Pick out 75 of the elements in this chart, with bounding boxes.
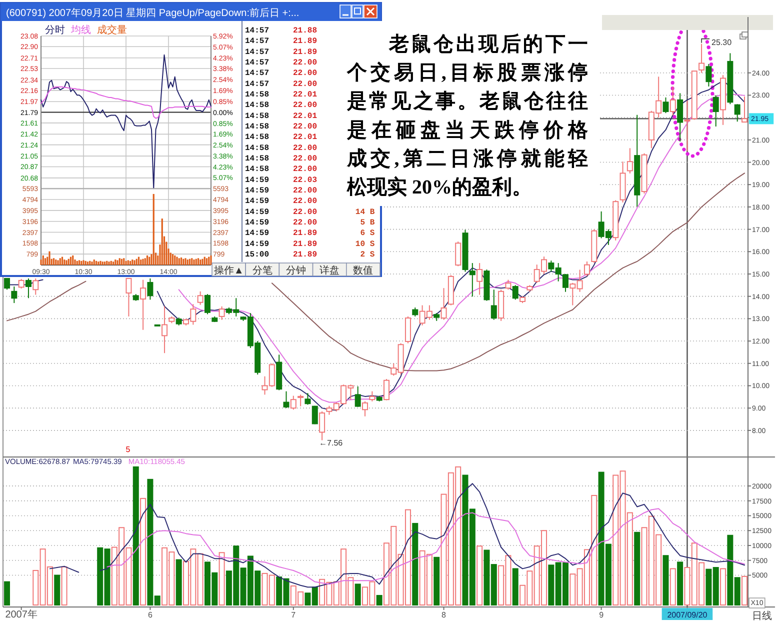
annotation: 14:59 21.89 10 S	[245, 240, 375, 249]
candlestick	[218, 306, 225, 320]
annotation: 14:58 22.00	[245, 154, 318, 164]
candlestick	[298, 394, 304, 407]
line-series	[40, 54, 212, 190]
candlestick	[32, 278, 39, 296]
annotation: 14:59 22.00	[245, 186, 318, 196]
candlestick	[304, 392, 311, 406]
candlestick	[677, 92, 684, 142]
candlestick	[505, 279, 512, 290]
candlestick	[734, 104, 740, 122]
annotation: 14:58 22.00	[245, 101, 318, 110]
annotation: 5	[126, 445, 131, 454]
candlestick	[18, 278, 24, 290]
candlestick	[490, 289, 497, 320]
candlestick	[162, 306, 168, 354]
text: 成交量	[97, 24, 127, 36]
annotation: 14:58 22.00	[245, 165, 318, 174]
candlestick	[706, 63, 712, 87]
candlestick	[204, 294, 210, 315]
annotation: 14:57 21.89	[245, 37, 318, 46]
candlestick	[404, 316, 411, 344]
candlestick	[197, 290, 204, 306]
candlestick	[626, 148, 633, 174]
text: 均线	[70, 24, 91, 36]
annotation: 14:59 21.89 6 S	[245, 229, 375, 238]
line-series	[40, 86, 212, 119]
annotation: 14:58 22.00	[245, 144, 318, 153]
candlestick	[11, 286, 18, 304]
candlestick	[440, 288, 447, 320]
candlestick	[469, 262, 476, 298]
annotation: 老鼠仓出现后的下一个交易日,目标股票涨停是常见之事。老鼠仓往往是在砸盘当天跌停价格成交,第二日涨停就能轻松现实 20%的盈利。	[346, 32, 589, 198]
annotation: 14:57 22.00	[245, 58, 318, 68]
candlestick	[140, 279, 146, 330]
annotation: ←7.56	[319, 438, 344, 448]
candlestick	[290, 395, 296, 410]
annotation: 14:59 22.00 14 B	[245, 208, 375, 217]
annotation: 分钟	[286, 264, 306, 276]
candlestick	[147, 278, 154, 300]
annotation: 14:58 22.01	[245, 90, 318, 100]
annotation: 14:57 21.89	[245, 48, 318, 57]
annotation: 数值	[353, 266, 374, 276]
candlestick	[283, 390, 290, 409]
annotation: 14:57 22.00	[245, 69, 318, 78]
annotation: 14:57 22.00	[245, 80, 318, 89]
candlestick	[455, 241, 462, 267]
candlestick	[684, 100, 690, 152]
annotation: 详盘	[320, 264, 340, 276]
candlestick	[712, 94, 719, 127]
candlestick	[25, 278, 32, 299]
candlestick	[4, 278, 10, 290]
annotation: 14:59 22.03	[245, 176, 318, 185]
annotation: 14:58 22.01	[245, 133, 318, 142]
candlestick	[662, 96, 669, 114]
candlestick	[512, 284, 518, 300]
candlestick	[126, 278, 132, 317]
annotation: 14:57 21.88	[245, 26, 318, 36]
candlestick	[362, 400, 368, 417]
candlestick	[369, 390, 376, 402]
chart-title: (600791) 2007年09月20日 星期四 PageUp/PageDown:前后日 +:...	[6, 7, 300, 19]
annotation: 15:00 21.89 2 S	[245, 250, 375, 260]
annotation: 分笔	[252, 264, 272, 276]
annotation: 25.30	[712, 38, 732, 47]
text: 分时	[45, 24, 65, 36]
candlestick	[476, 262, 483, 296]
candlestick	[354, 386, 361, 408]
annotation: 14:58 22.00	[245, 122, 318, 132]
candlestick	[670, 86, 676, 116]
candlestick	[584, 260, 590, 277]
annotation: 14:58 22.01	[245, 112, 318, 121]
candlestick	[319, 410, 326, 441]
candlestick	[383, 378, 390, 401]
candlestick	[698, 43, 705, 74]
annotation: 14:59 22.00 5 B	[245, 218, 375, 228]
annotation: 14:59 22.00	[245, 197, 318, 206]
